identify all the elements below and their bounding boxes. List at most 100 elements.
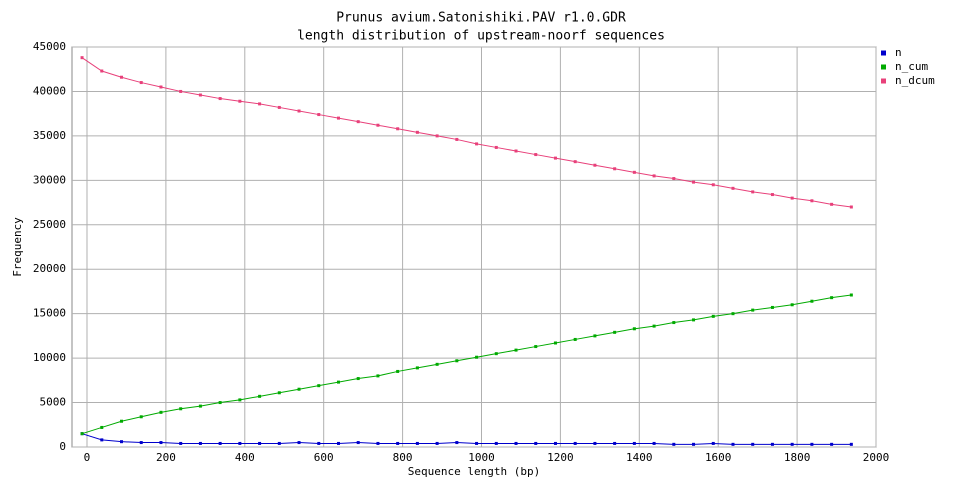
y-tick-label: 0 <box>59 440 66 453</box>
chart-title: Prunus avium.Satonishiki.PAV r1.0.GDR <box>336 11 626 26</box>
legend-label: n <box>895 46 902 59</box>
point <box>731 442 735 446</box>
point <box>120 440 124 444</box>
point <box>613 441 617 445</box>
point <box>455 441 459 445</box>
point <box>218 97 222 101</box>
point <box>376 123 380 127</box>
point <box>751 190 755 194</box>
point <box>593 441 597 445</box>
point <box>849 293 853 297</box>
point <box>376 441 380 445</box>
y-tick-label: 5000 <box>40 396 67 409</box>
point <box>810 442 814 446</box>
point <box>336 380 340 384</box>
point <box>336 441 340 445</box>
y-tick-label: 40000 <box>33 84 66 97</box>
point <box>435 362 439 366</box>
point <box>415 441 419 445</box>
point <box>613 330 617 334</box>
point <box>475 142 479 146</box>
point <box>514 348 518 352</box>
point <box>455 359 459 363</box>
point <box>198 93 202 97</box>
point <box>100 438 104 442</box>
point <box>514 149 518 153</box>
point <box>120 419 124 423</box>
point <box>198 404 202 408</box>
point <box>573 160 577 164</box>
point <box>711 183 715 187</box>
point <box>534 441 538 445</box>
point <box>692 442 696 446</box>
point <box>593 334 597 338</box>
y-tick-label: 25000 <box>33 218 66 231</box>
point <box>790 303 794 307</box>
point <box>139 81 143 85</box>
point <box>317 113 321 117</box>
point <box>159 441 163 445</box>
point <box>731 186 735 190</box>
point <box>514 441 518 445</box>
point <box>534 345 538 349</box>
point <box>534 153 538 157</box>
point <box>415 366 419 370</box>
point <box>139 441 143 445</box>
point <box>218 401 222 405</box>
point <box>731 312 735 316</box>
point <box>830 202 834 206</box>
point <box>258 102 262 106</box>
x-tick-label: 200 <box>156 451 176 464</box>
point <box>396 127 400 131</box>
point <box>593 163 597 167</box>
point <box>494 145 498 149</box>
point <box>159 410 163 414</box>
point <box>356 441 360 445</box>
point <box>80 432 84 436</box>
point <box>652 174 656 178</box>
point <box>553 156 557 160</box>
x-tick-label: 800 <box>393 451 413 464</box>
plot-area <box>71 46 877 448</box>
point <box>238 398 242 402</box>
x-tick-label: 1600 <box>705 451 732 464</box>
point <box>159 85 163 89</box>
point <box>849 205 853 209</box>
point <box>356 120 360 124</box>
point <box>277 391 281 395</box>
series-line <box>81 57 852 208</box>
x-tick-label: 1400 <box>626 451 653 464</box>
point <box>830 296 834 300</box>
x-tick-label: 1200 <box>547 451 574 464</box>
y-axis-label: Frequency <box>11 217 24 277</box>
legend-marker <box>881 64 886 70</box>
x-tick-label: 2000 <box>863 451 890 464</box>
x-tick-label: 400 <box>235 451 255 464</box>
y-tick-label: 30000 <box>33 173 66 186</box>
point <box>632 327 636 331</box>
point <box>672 177 676 181</box>
legend-marker <box>881 50 886 56</box>
point <box>553 441 557 445</box>
point <box>435 134 439 138</box>
point <box>573 441 577 445</box>
point <box>238 441 242 445</box>
point <box>179 407 183 411</box>
point <box>100 425 104 429</box>
point <box>652 441 656 445</box>
point <box>277 441 281 445</box>
point <box>810 199 814 203</box>
x-tick-label: 600 <box>314 451 334 464</box>
chart-subtitle: length distribution of upstream-noorf se… <box>297 29 665 44</box>
point <box>494 352 498 356</box>
point <box>770 305 774 309</box>
point <box>770 442 774 446</box>
legend-label: n_cum <box>895 60 928 73</box>
point <box>258 441 262 445</box>
point <box>376 374 380 378</box>
point <box>790 442 794 446</box>
y-tick-label: 35000 <box>33 129 66 142</box>
point <box>100 69 104 73</box>
point <box>317 441 321 445</box>
